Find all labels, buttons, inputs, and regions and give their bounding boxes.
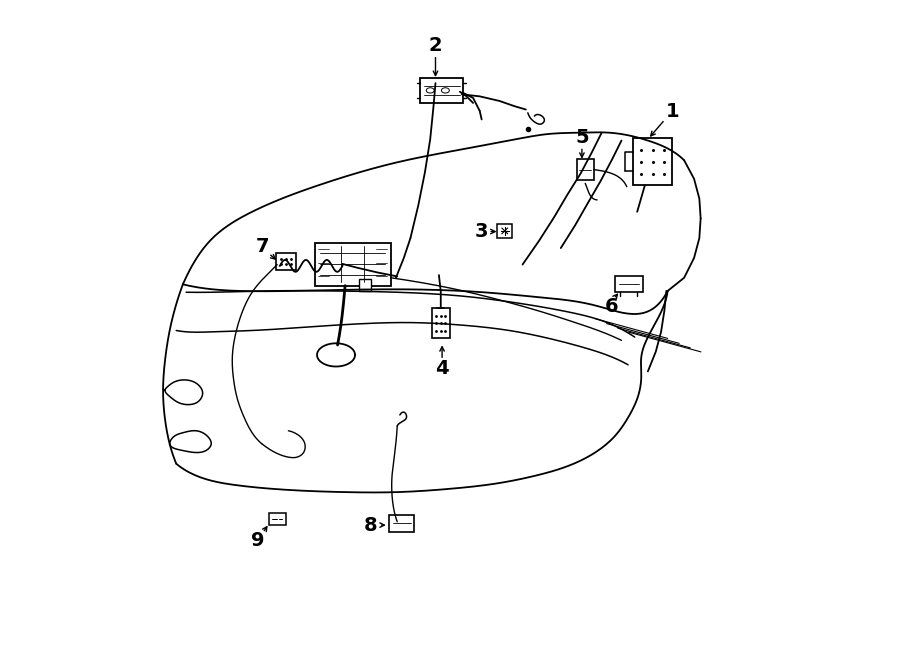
Text: 8: 8 [364,516,378,535]
Text: 6: 6 [605,297,618,316]
FancyBboxPatch shape [276,253,296,270]
Text: 5: 5 [575,128,589,147]
Text: 4: 4 [436,360,449,378]
FancyBboxPatch shape [634,138,671,185]
FancyBboxPatch shape [359,279,371,291]
Ellipse shape [427,88,434,93]
Ellipse shape [441,88,449,93]
FancyBboxPatch shape [577,159,594,180]
FancyBboxPatch shape [315,243,391,286]
FancyBboxPatch shape [431,308,450,338]
FancyBboxPatch shape [615,276,643,292]
Text: 2: 2 [428,36,442,55]
Text: 7: 7 [256,237,269,256]
FancyBboxPatch shape [390,514,414,531]
Text: 9: 9 [250,531,264,550]
FancyBboxPatch shape [498,223,512,238]
FancyBboxPatch shape [420,78,464,103]
Text: 1: 1 [666,102,680,121]
FancyBboxPatch shape [268,513,286,525]
Text: 3: 3 [475,222,489,241]
